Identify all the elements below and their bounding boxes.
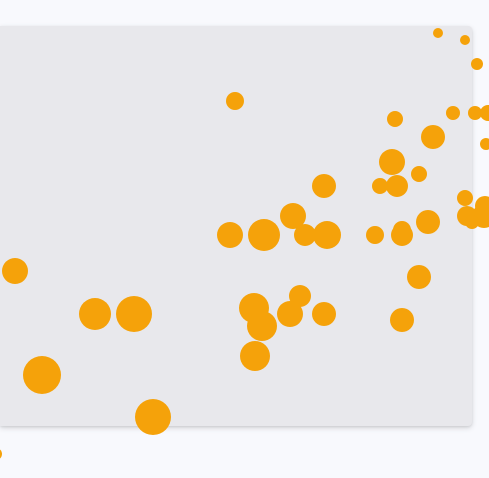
data-point-21	[465, 215, 479, 229]
data-point-29	[391, 224, 413, 246]
data-point-24	[248, 219, 280, 251]
data-point-4	[226, 92, 244, 110]
data-point-6	[446, 106, 460, 120]
data-point-27	[366, 226, 384, 244]
data-point-36	[277, 301, 303, 327]
data-point-43	[0, 448, 2, 460]
data-point-2	[460, 35, 470, 45]
data-point-34	[116, 296, 152, 332]
data-point-42	[135, 399, 171, 435]
data-point-7	[468, 106, 482, 120]
data-point-30	[2, 258, 28, 284]
data-point-38	[247, 311, 277, 341]
data-point-37	[312, 302, 336, 326]
data-point-39	[390, 308, 414, 332]
data-point-10	[480, 138, 489, 150]
data-point-16	[457, 190, 473, 206]
data-point-40	[240, 341, 270, 371]
data-point-25	[294, 224, 316, 246]
data-point-31	[407, 265, 431, 289]
data-point-33	[79, 298, 111, 330]
data-point-41	[23, 356, 61, 394]
data-point-11	[379, 149, 405, 175]
data-point-12	[411, 166, 427, 182]
data-point-8	[480, 105, 489, 121]
data-point-9	[421, 125, 445, 149]
data-point-13	[312, 174, 336, 198]
data-points	[0, 28, 489, 460]
data-point-14	[372, 178, 388, 194]
data-point-3	[471, 58, 483, 70]
data-point-5	[387, 111, 403, 127]
data-point-15	[386, 175, 408, 197]
data-point-22	[416, 210, 440, 234]
data-point-23	[217, 222, 243, 248]
data-point-1	[433, 28, 443, 38]
data-point-26	[313, 221, 341, 249]
